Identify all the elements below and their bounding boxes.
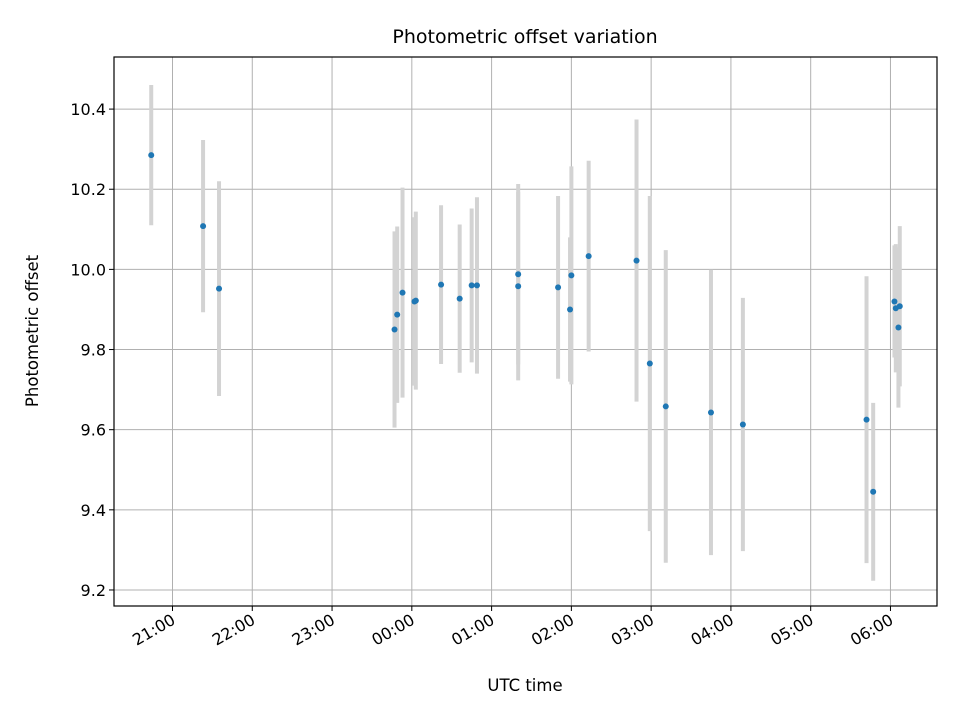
data-point (870, 488, 877, 495)
data-point (473, 282, 480, 289)
data-point (555, 284, 562, 291)
data-point (739, 421, 746, 428)
x-tick-label: 02:00 (528, 610, 577, 650)
x-tick-label: 01:00 (448, 610, 497, 650)
data-point (438, 281, 445, 288)
y-tick-label: 9.8 (81, 341, 106, 360)
x-tick-label: 22:00 (209, 610, 258, 650)
x-axis-label: UTC time (487, 676, 562, 695)
y-axis-label: Photometric offset (23, 254, 42, 407)
x-tick-label: 06:00 (847, 610, 896, 650)
x-tick-label: 00:00 (368, 610, 417, 650)
data-point (891, 298, 898, 305)
data-point (707, 409, 714, 416)
data-point (896, 303, 903, 310)
data-point (391, 326, 398, 333)
data-point (394, 311, 401, 318)
data-point (399, 289, 406, 296)
data-point (662, 403, 669, 410)
y-tick-label: 9.6 (81, 421, 106, 440)
data-point (412, 297, 419, 304)
data-point (646, 360, 653, 367)
x-tick-label: 04:00 (687, 610, 736, 650)
data-point (895, 324, 902, 331)
data-point (515, 283, 522, 290)
data-point (468, 282, 475, 289)
data-point (568, 272, 575, 279)
y-axis: 9.2 9.4 9.6 9.8 10.0 10.2 10.4 (70, 100, 114, 600)
y-tick-label: 10.0 (70, 260, 106, 279)
data-point (456, 295, 463, 302)
data-point (567, 306, 574, 313)
data-point (585, 253, 592, 260)
plot-frame (113, 56, 938, 607)
y-tick-label: 9.4 (81, 501, 106, 520)
data-point (515, 271, 522, 278)
data-point (216, 285, 223, 292)
x-tick-label: 05:00 (767, 610, 816, 650)
error-bars (149, 85, 902, 581)
chart-title: Photometric offset variation (392, 26, 657, 48)
x-tick-label: 03:00 (608, 610, 657, 650)
y-tick-label: 10.4 (70, 100, 106, 119)
x-tick-label: 23:00 (289, 610, 338, 650)
grid (114, 57, 937, 606)
y-tick-label: 9.2 (81, 581, 106, 600)
x-axis: 21:00 22:00 23:00 00:00 01:00 02:00 03:00 04:00… (129, 606, 896, 650)
y-tick-label: 10.2 (70, 180, 106, 199)
data-point (633, 257, 640, 264)
x-tick-label: 21:00 (129, 610, 178, 650)
data-points (148, 152, 903, 495)
data-point (148, 152, 155, 159)
data-point (200, 223, 207, 230)
data-point (863, 416, 870, 423)
